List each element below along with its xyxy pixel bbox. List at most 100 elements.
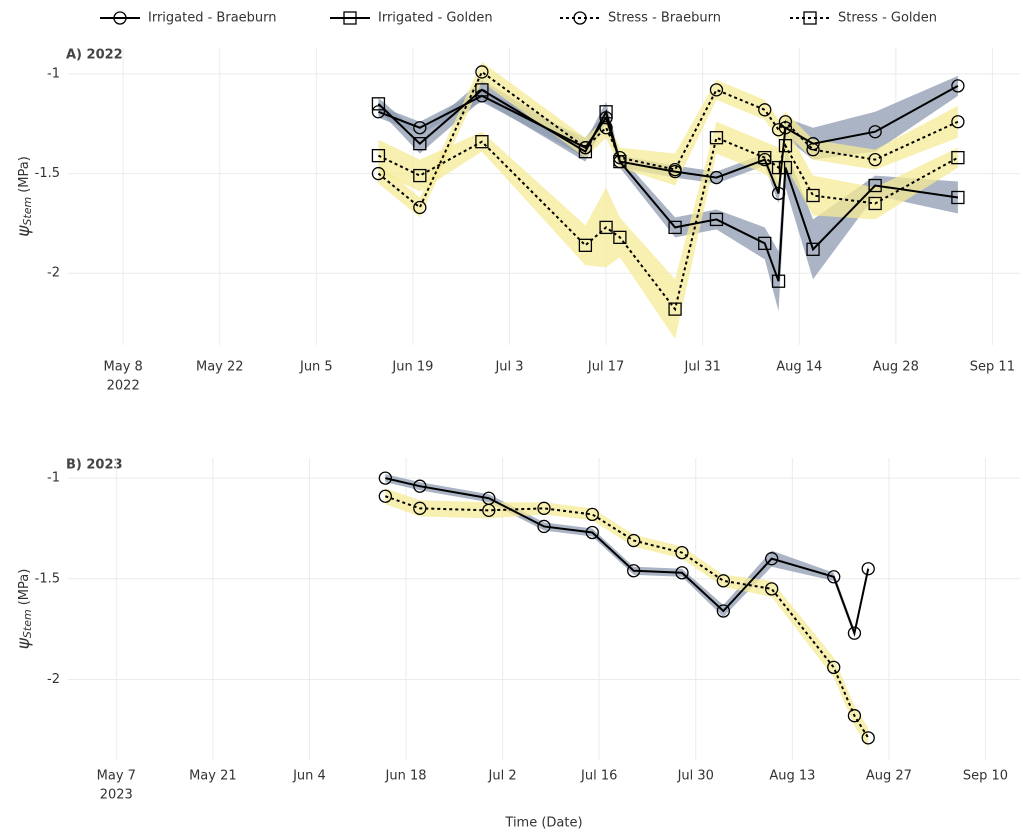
- marker: [668, 302, 682, 316]
- marker: [585, 507, 599, 522]
- marker: [771, 274, 786, 288]
- marker: [378, 489, 392, 503]
- marker: [868, 125, 882, 139]
- x-tick-label: Jun 19: [391, 360, 433, 375]
- marker: [827, 660, 841, 675]
- y-tick-label: -2: [47, 266, 60, 281]
- x-tick-label: Jul 3: [494, 360, 523, 375]
- marker: [758, 236, 772, 250]
- legend-marker: [343, 11, 357, 25]
- marker: [585, 525, 599, 540]
- panel-title: A) 2022: [66, 48, 123, 63]
- marker: [537, 519, 551, 534]
- marker: [675, 566, 689, 580]
- x-axis-label: Time (Date): [504, 816, 582, 831]
- error-band: [385, 474, 869, 638]
- marker: [578, 145, 593, 159]
- y-tick-label: -1.5: [35, 166, 60, 181]
- marker: [847, 709, 862, 723]
- y-axis-label: ψStem (MPa): [14, 156, 34, 237]
- x-tick-label: Aug 27: [866, 769, 912, 784]
- x-tick-label: May 7: [97, 769, 136, 784]
- y-axis-label: ψStem (MPa): [14, 569, 34, 650]
- marker: [951, 115, 965, 129]
- series-line: [378, 136, 959, 312]
- marker: [613, 230, 627, 245]
- marker: [675, 545, 689, 560]
- x-tick-label: May 22: [196, 360, 244, 375]
- error-band: [378, 75, 958, 204]
- marker: [951, 79, 965, 93]
- marker: [413, 501, 427, 515]
- marker: [709, 170, 724, 185]
- marker: [861, 731, 875, 745]
- panel-title: B) 2023: [66, 458, 123, 473]
- marker: [716, 604, 731, 618]
- y-tick-label: -1.5: [35, 571, 60, 586]
- marker: [413, 137, 427, 151]
- legend-label: Irrigated - Braeburn: [148, 11, 277, 26]
- x-tick-sublabel: 2023: [100, 788, 133, 803]
- marker: [806, 242, 820, 256]
- error-band: [378, 79, 958, 312]
- marker: [475, 83, 489, 97]
- marker: [371, 105, 386, 119]
- error-band: [385, 488, 869, 748]
- x-tick-label: Aug 13: [769, 769, 815, 784]
- marker: [861, 562, 875, 576]
- legend-label: Stress - Golden: [838, 11, 937, 26]
- marker: [668, 220, 682, 235]
- series-line: [385, 495, 870, 739]
- marker: [668, 162, 682, 177]
- marker: [613, 150, 627, 165]
- marker: [765, 582, 779, 596]
- marker: [371, 148, 386, 163]
- marker: [827, 570, 841, 584]
- x-tick-label: Jun 18: [385, 769, 427, 784]
- marker: [709, 131, 724, 145]
- marker: [806, 143, 820, 157]
- marker: [709, 83, 724, 97]
- series-line: [378, 84, 959, 194]
- marker: [716, 574, 731, 588]
- marker: [771, 123, 786, 137]
- y-tick-label: -2: [47, 672, 60, 687]
- marker: [627, 533, 641, 548]
- marker: [758, 150, 772, 165]
- marker: [778, 139, 793, 153]
- legend-marker: [573, 11, 587, 25]
- x-tick-label: May 8: [104, 360, 143, 375]
- marker: [847, 626, 862, 640]
- marker: [378, 471, 392, 485]
- marker: [475, 65, 489, 79]
- marker: [413, 168, 427, 183]
- x-tick-label: Aug 28: [873, 360, 919, 375]
- error-band: [378, 121, 958, 340]
- x-tick-label: Sep 10: [963, 769, 1008, 784]
- x-tick-label: Jun 5: [299, 360, 333, 375]
- x-tick-label: Jul 31: [683, 360, 720, 375]
- x-tick-label: Jul 16: [580, 769, 617, 784]
- series-line: [377, 70, 959, 210]
- legend-marker: [803, 11, 817, 25]
- marker: [627, 564, 641, 578]
- marker: [758, 103, 772, 117]
- marker: [578, 141, 593, 155]
- x-tick-label: Jun 4: [292, 769, 326, 784]
- x-tick-sublabel: 2022: [107, 379, 140, 394]
- y-label-symbol: ψ: [14, 637, 34, 649]
- x-tick-label: Sep 11: [970, 360, 1015, 375]
- y-label-symbol: ψ: [14, 225, 34, 237]
- legend-label: Stress - Braeburn: [608, 11, 721, 26]
- marker: [371, 166, 386, 181]
- y-label-subscript: Stem: [21, 197, 34, 226]
- y-tick-label: -1: [47, 471, 60, 486]
- marker: [771, 160, 786, 175]
- y-label-unit: (MPa): [17, 569, 32, 606]
- marker: [599, 105, 613, 119]
- marker: [868, 196, 882, 211]
- x-tick-label: Jul 17: [587, 360, 624, 375]
- marker: [709, 212, 724, 227]
- marker: [806, 188, 820, 203]
- marker: [413, 479, 427, 493]
